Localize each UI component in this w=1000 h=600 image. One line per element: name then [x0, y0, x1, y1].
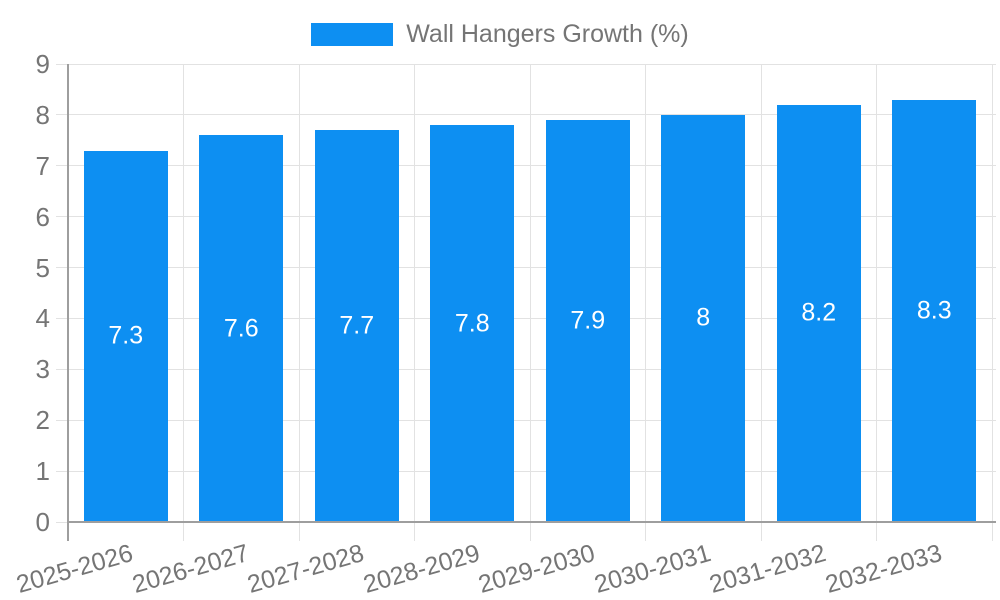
y-zero-tick	[56, 521, 68, 523]
y-gridline	[56, 419, 996, 421]
y-axis-tick-label: 2	[35, 405, 50, 436]
bar-2028-2029[interactable]	[430, 125, 515, 522]
y-gridline	[56, 216, 996, 218]
x-axis-tick-label: 2025-2026	[13, 539, 137, 599]
y-axis-tick-label: 5	[35, 252, 50, 283]
y-gridline	[56, 267, 996, 269]
y-gridline	[56, 470, 996, 472]
bar-2025-2026[interactable]	[83, 150, 168, 522]
x-gridline	[876, 64, 877, 541]
legend-label: Wall Hangers Growth (%)	[406, 20, 689, 48]
bar-value-label: 7.7	[339, 311, 375, 340]
bar-2031-2032[interactable]	[776, 104, 861, 522]
x-gridline	[414, 64, 415, 541]
y-axis-tick-label: 3	[35, 354, 50, 385]
y-axis-tick-label: 9	[35, 49, 50, 79]
y-gridline	[56, 114, 996, 116]
y-gridline	[56, 317, 996, 319]
y-axis-tick-label: 4	[35, 303, 50, 334]
bar-2026-2027[interactable]	[199, 135, 284, 522]
x-gridline	[529, 64, 531, 541]
x-gridline	[645, 64, 646, 541]
x-gridline	[991, 64, 993, 541]
y-axis-tick-label: 1	[35, 456, 50, 487]
x-axis-tick-label: 2030-2031	[591, 539, 714, 599]
bar-2027-2028[interactable]	[314, 130, 399, 522]
bar-value-label: 8	[696, 303, 711, 332]
x-axis-tick-label: 2029-2030	[475, 539, 599, 599]
x-axis-tick-label: 2032-2033	[822, 539, 945, 599]
bar-value-label: 7.6	[223, 314, 259, 343]
x-axis-tick-label: 2027-2028	[244, 539, 368, 599]
x-gridline	[183, 64, 184, 541]
bar-value-label: 7.9	[570, 306, 606, 335]
y-gridline	[56, 63, 996, 65]
bar-value-label: 8.3	[916, 296, 952, 325]
bar-value-label: 8.2	[801, 298, 837, 327]
x-axis-tick-label: 2026-2027	[129, 539, 252, 599]
x-gridline	[298, 64, 300, 541]
bar-value-label: 7.3	[108, 321, 144, 350]
bar-2032-2033[interactable]	[892, 99, 977, 522]
y-gridline	[56, 368, 996, 370]
y-axis-tick-label: 8	[35, 99, 50, 130]
y-axis-tick-label: 7	[35, 150, 50, 181]
bar-value-label: 7.8	[454, 309, 490, 338]
y-axis-line	[67, 64, 69, 541]
bar-2029-2030[interactable]	[545, 119, 630, 522]
x-axis-tick-label: 2028-2029	[360, 539, 483, 599]
y-axis-tick-label: 6	[35, 201, 50, 232]
x-gridline	[760, 64, 762, 541]
y-gridline	[56, 165, 996, 167]
legend[interactable]: Wall Hangers Growth (%)	[0, 20, 1000, 49]
x-axis-line	[68, 521, 996, 523]
x-axis-tick-label: 2031-2032	[706, 539, 830, 599]
bar-2030-2031[interactable]	[661, 114, 746, 522]
legend-swatch-icon	[311, 23, 394, 46]
y-axis-tick-label: 0	[35, 507, 50, 537]
